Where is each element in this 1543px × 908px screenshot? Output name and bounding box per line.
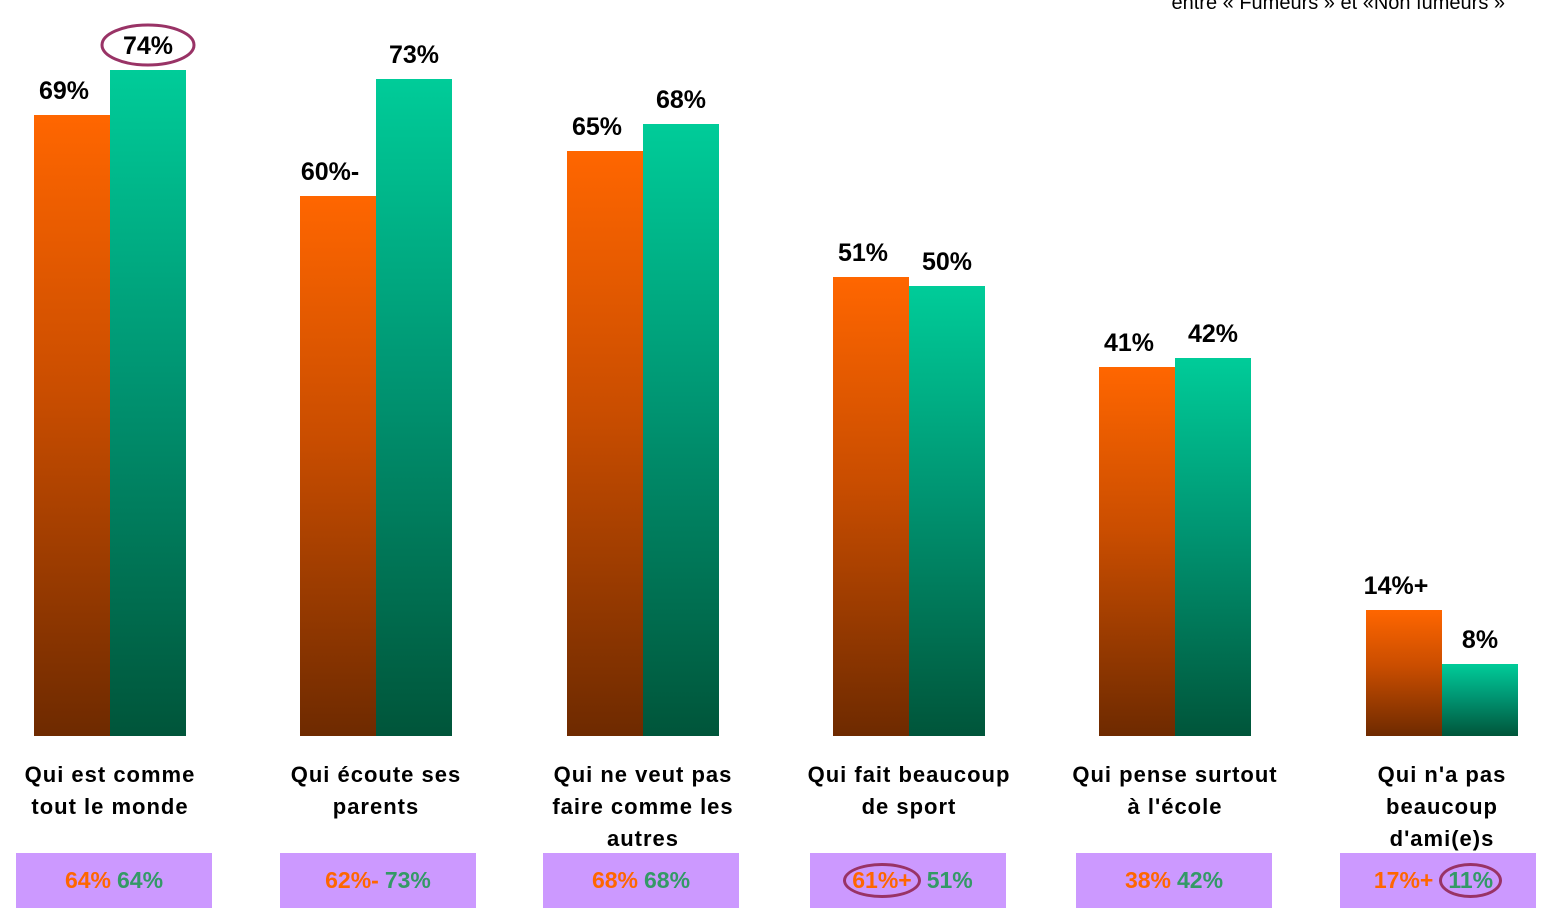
comparison-box: 17%+ 11% xyxy=(1340,853,1536,908)
category-label-line: Qui fait beaucoup xyxy=(808,762,1011,787)
category-label: Qui fait beaucoup de sport xyxy=(808,762,1011,819)
category-label-line: Qui écoute ses xyxy=(291,762,462,787)
category-label-line: tout le monde xyxy=(31,794,188,819)
category-label-line: Qui n'a pas xyxy=(1378,762,1507,787)
value-label: 69% xyxy=(39,77,89,105)
bar-orange-5 xyxy=(1366,610,1442,736)
comparison-value-orange: 68% xyxy=(591,867,638,893)
comparison-value-green: 11% xyxy=(1439,863,1503,898)
bar-orange-0 xyxy=(34,115,110,736)
bar-green-1 xyxy=(376,79,452,736)
comparison-box: 62%- 73% xyxy=(280,853,476,908)
category-label-line: de sport xyxy=(862,794,957,819)
category-label-line: beaucoup xyxy=(1386,794,1498,819)
value-label: 60%- xyxy=(301,158,359,186)
value-label: 68% xyxy=(656,86,706,114)
category-label: Qui ne veut pas faire comme les autres xyxy=(552,762,733,851)
category-label-line: faire comme les xyxy=(552,794,733,819)
chart-note: entre « Fumeurs » et «Non fumeurs » xyxy=(1171,0,1506,14)
comparison-value-orange: 64% xyxy=(64,867,111,893)
highlight-circle xyxy=(100,23,196,67)
bar-orange-1 xyxy=(300,196,376,736)
value-label: 42% xyxy=(1188,320,1238,348)
comparison-value-orange: 17%+ xyxy=(1373,867,1434,893)
comparison-value-green: 64% xyxy=(117,867,164,893)
category-label-line: Qui pense surtout xyxy=(1072,762,1277,787)
comparison-value-green: 73% xyxy=(384,867,431,893)
bar-green-4 xyxy=(1175,358,1251,736)
comparison-box: 64% 64% xyxy=(16,853,212,908)
value-label: 51% xyxy=(838,239,888,267)
value-label: 41% xyxy=(1104,329,1154,357)
bar-green-3 xyxy=(909,286,985,736)
comparison-box: 38% 42% xyxy=(1076,853,1272,908)
category-label-line: Qui ne veut pas xyxy=(554,762,733,787)
bar-orange-3 xyxy=(833,277,909,736)
bar-orange-2 xyxy=(567,151,643,736)
bar-green-5 xyxy=(1442,664,1518,736)
category-label: Qui écoute ses parents xyxy=(291,762,462,819)
bar-orange-4 xyxy=(1099,367,1175,736)
category-label-line: autres xyxy=(607,826,679,851)
value-label: 50% xyxy=(922,248,972,276)
value-label: 14%+ xyxy=(1364,572,1429,600)
comparison-box: 68% 68% xyxy=(543,853,739,908)
category-label-line: à l'école xyxy=(1128,794,1223,819)
comparison-value-orange: 62%- xyxy=(325,867,379,893)
value-label: 8% xyxy=(1462,626,1498,654)
bar-green-2 xyxy=(643,124,719,736)
category-label-line: parents xyxy=(333,794,419,819)
category-label: Qui est comme tout le monde xyxy=(25,762,196,819)
category-label-line: d'ami(e)s xyxy=(1390,826,1495,851)
comparison-value-green: 51% xyxy=(926,867,973,893)
comparison-value-orange: 38% xyxy=(1124,867,1171,893)
category-label: Qui n'a pas beaucoup d'ami(e)s xyxy=(1378,762,1507,851)
comparison-value-green: 68% xyxy=(644,867,691,893)
value-label: 74% xyxy=(123,32,173,60)
category-label-line: Qui est comme xyxy=(25,762,196,787)
category-label: Qui pense surtout à l'école xyxy=(1072,762,1277,819)
value-label: 73% xyxy=(389,41,439,69)
bar-green-0 xyxy=(110,70,186,736)
comparison-value-green: 42% xyxy=(1177,867,1224,893)
comparison-box: 61%+ 51% xyxy=(810,853,1006,908)
comparison-value-orange: 61%+ xyxy=(843,863,921,898)
value-label: 65% xyxy=(572,113,622,141)
